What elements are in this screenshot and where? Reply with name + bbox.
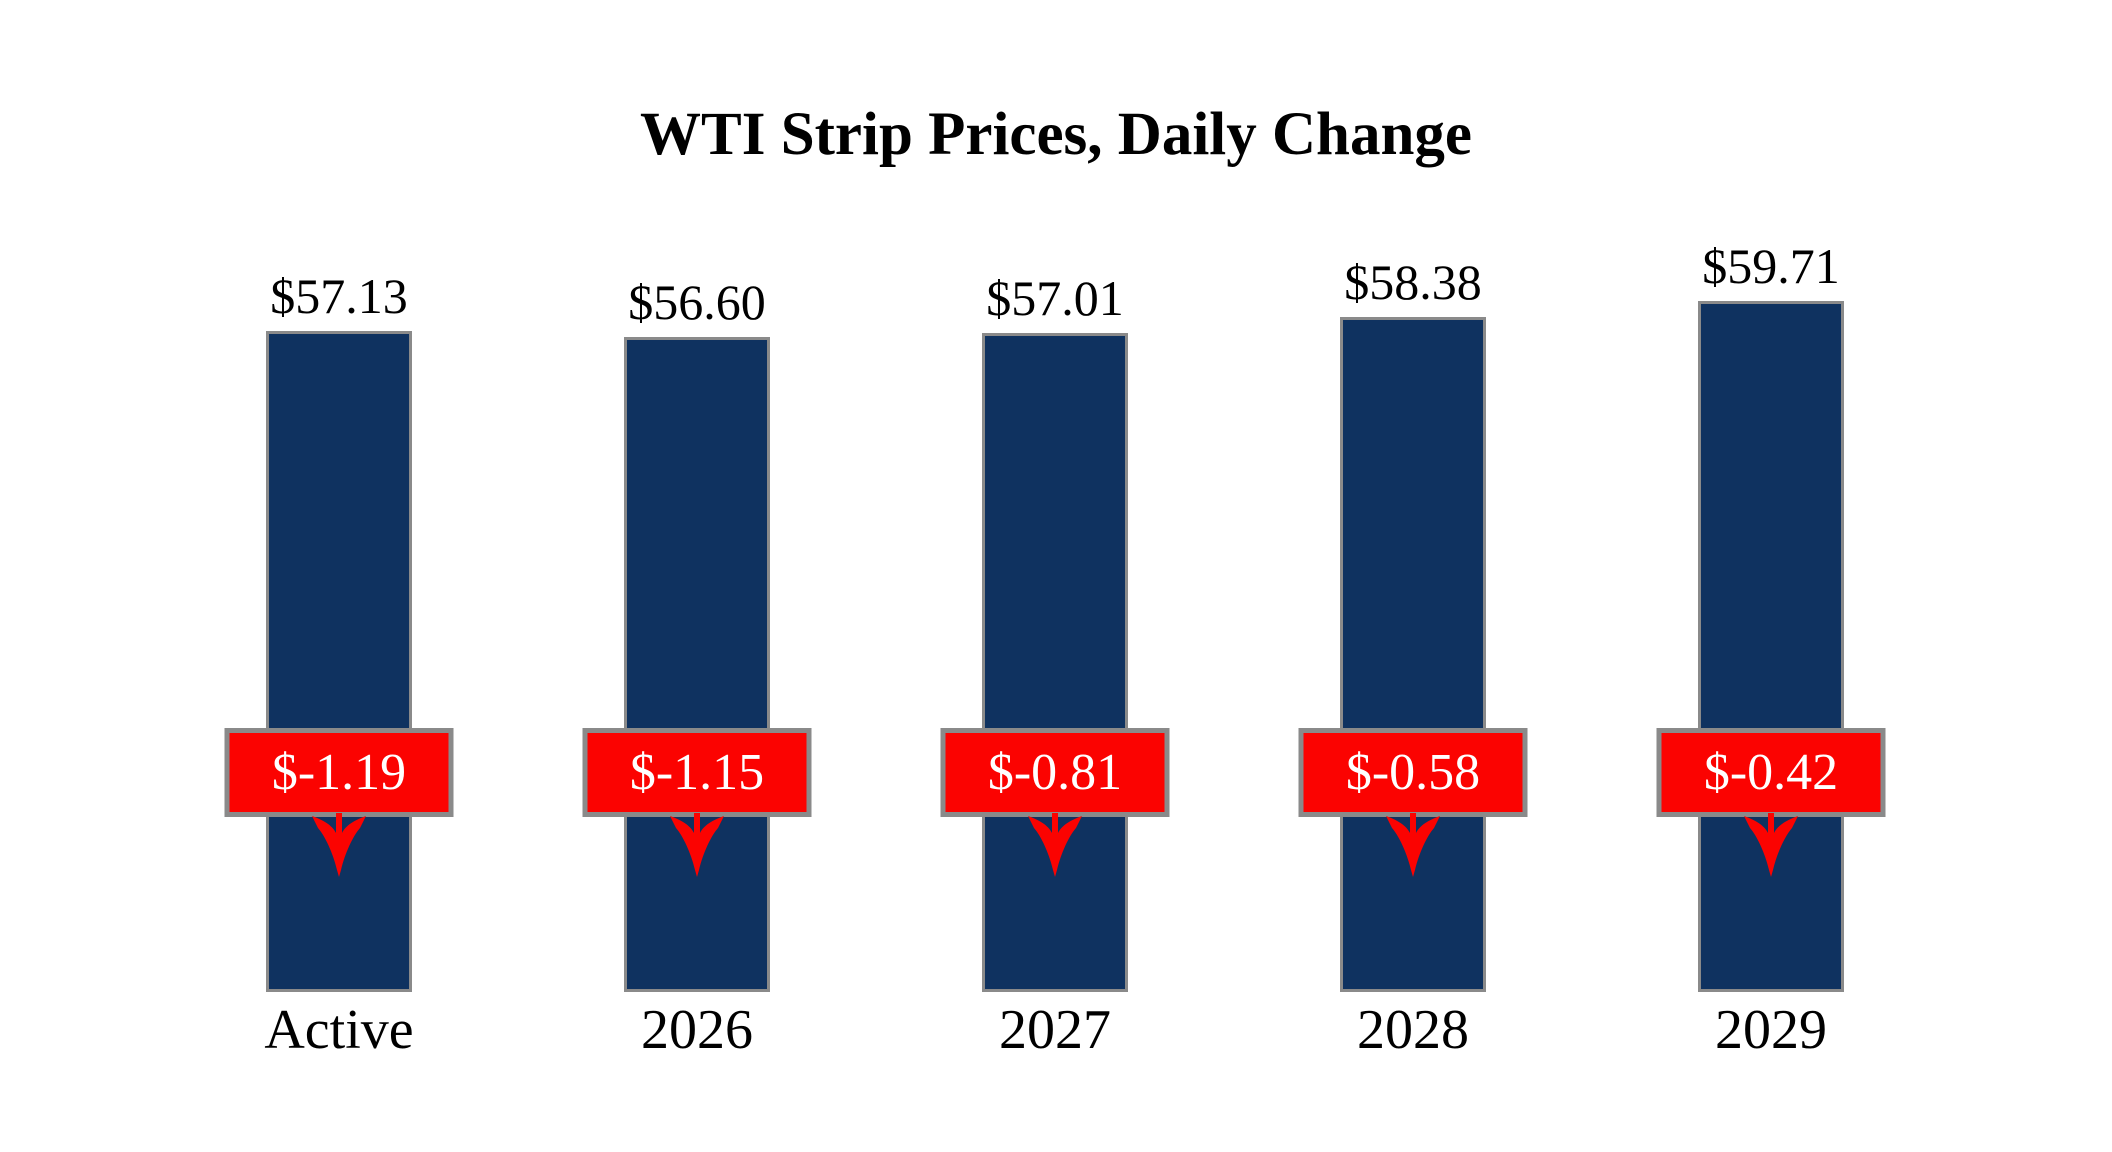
bar (1698, 301, 1844, 992)
bar-group: $59.71 $-0.42 2029 (1592, 0, 1950, 1152)
down-arrow-icon (1028, 813, 1082, 877)
category-label: 2028 (1357, 999, 1469, 1061)
down-arrow-icon (312, 813, 366, 877)
price-label: $59.71 (1702, 238, 1840, 294)
bar-group: $56.60 $-1.15 2026 (518, 0, 876, 1152)
category-label: 2026 (641, 999, 753, 1061)
change-badge: $-1.15 (582, 728, 812, 817)
bar (266, 331, 412, 992)
change-badge: $-0.81 (940, 728, 1170, 817)
category-label: Active (264, 999, 414, 1061)
price-label: $57.13 (270, 268, 408, 324)
change-badge: $-0.42 (1656, 728, 1886, 817)
down-arrow-icon (670, 813, 724, 877)
bar (624, 337, 770, 992)
bar-group: $57.01 $-0.81 2027 (876, 0, 1234, 1152)
chart-title: WTI Strip Prices, Daily Change (640, 101, 1472, 168)
price-label: $56.60 (628, 274, 766, 330)
down-arrow-icon (1744, 813, 1798, 877)
price-label: $57.01 (986, 270, 1124, 326)
down-arrow-icon (1386, 813, 1440, 877)
category-label: 2029 (1715, 999, 1827, 1061)
bar-group: $58.38 $-0.58 2028 (1234, 0, 1592, 1152)
price-label: $58.38 (1344, 254, 1482, 310)
bar-group: $57.13 $-1.19 Active (160, 0, 518, 1152)
change-badge: $-0.58 (1298, 728, 1528, 817)
change-badge: $-1.19 (224, 728, 454, 817)
bar (982, 333, 1128, 992)
bar (1340, 317, 1486, 992)
category-label: 2027 (999, 999, 1111, 1061)
